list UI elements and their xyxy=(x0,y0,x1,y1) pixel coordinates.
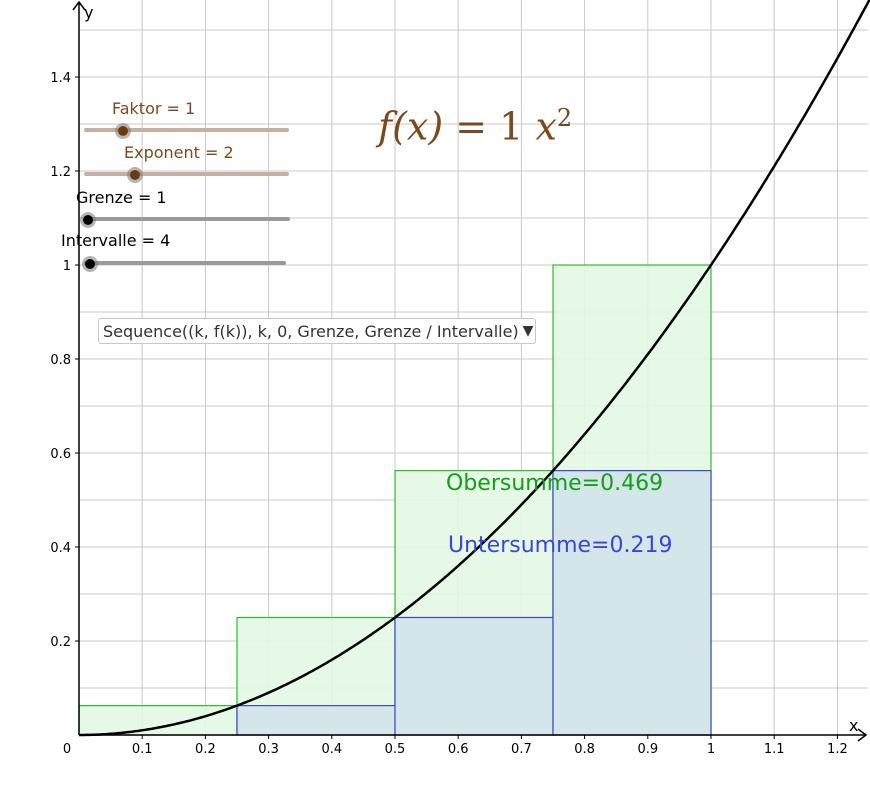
chevron-down-icon[interactable]: ▼ xyxy=(522,323,534,339)
y-tick-label: 0.4 xyxy=(50,541,71,556)
lower-sum-rectangles xyxy=(236,470,712,736)
faktor-slider-label: Faktor = 1 xyxy=(112,99,196,118)
grenze-slider-track[interactable] xyxy=(84,217,290,221)
exponent-slider-label: Exponent = 2 xyxy=(124,143,234,162)
y-axis-label: y xyxy=(84,3,93,22)
x-tick-label: 1 xyxy=(707,742,715,757)
intervalle-slider-track[interactable] xyxy=(84,261,286,265)
x-tick-label: 0.7 xyxy=(511,742,532,757)
y-tick-label: 1 xyxy=(63,259,71,274)
function-formula: f(x) = 1 x2 xyxy=(378,104,572,149)
faktor-slider-handle[interactable] xyxy=(115,123,131,139)
obersumme-label: Obersumme=0.469 xyxy=(446,471,664,496)
y-tick-label: 1.2 xyxy=(50,165,71,180)
grenze-slider-handle[interactable] xyxy=(80,212,96,228)
x-tick-label: 1.1 xyxy=(764,742,785,757)
x-tick-label: 0.8 xyxy=(574,742,595,757)
y-axis-arrow-icon xyxy=(72,0,86,11)
x-tick-label: 0.6 xyxy=(448,742,469,757)
formula-variable: x xyxy=(535,104,557,149)
x-tick-label: 0 xyxy=(63,742,71,757)
sequence-dropdown[interactable]: Sequence((k, f(k)), k, 0, Grenze, Grenze… xyxy=(98,318,537,344)
exponent-slider-handle[interactable] xyxy=(127,167,143,183)
upper-sum-rectangle xyxy=(78,705,238,736)
x-axis-arrow-icon xyxy=(857,728,868,742)
y-tick-label: 0.2 xyxy=(50,635,71,650)
untersumme-label: Untersumme=0.219 xyxy=(448,533,673,558)
intervalle-slider-label: Intervalle = 4 xyxy=(61,231,171,250)
x-tick-label: 0.2 xyxy=(195,742,216,757)
y-tick-label: 0.8 xyxy=(50,353,71,368)
function-curve[interactable] xyxy=(79,0,870,737)
x-tick-label: 0.9 xyxy=(637,742,658,757)
lower-sum-rectangle xyxy=(236,705,396,736)
axes xyxy=(72,0,868,742)
formula-coefficient: 1 xyxy=(499,104,524,149)
x-tick-label: 0.3 xyxy=(258,742,279,757)
lower-sum-rectangle xyxy=(394,616,554,736)
sequence-dropdown-value: Sequence((k, f(k)), k, 0, Grenze, Grenze… xyxy=(103,321,519,341)
formula-exponent: 2 xyxy=(556,104,573,132)
formula-lhs: f(x) = xyxy=(378,104,500,149)
y-tick-label: 1.4 xyxy=(50,71,71,86)
x-axis-label: x xyxy=(849,716,858,735)
x-tick-label: 0.4 xyxy=(321,742,342,757)
tick-labels: 0 0.1 0.2 0.3 0.4 0.5 0.6 0.7 0.8 0.9 1 1.1 1.2 0.2 0.… xyxy=(50,71,847,757)
x-tick-label: 0.5 xyxy=(385,742,406,757)
x-tick-label: 1.2 xyxy=(827,742,848,757)
faktor-slider-track[interactable] xyxy=(84,128,289,132)
grenze-slider-label: Grenze = 1 xyxy=(76,188,167,207)
exponent-slider-track[interactable] xyxy=(84,172,289,176)
y-tick-label: 0.6 xyxy=(50,447,71,462)
x-tick-label: 0.1 xyxy=(132,742,153,757)
intervalle-slider-handle[interactable] xyxy=(82,256,98,272)
lower-sum-rectangle xyxy=(552,470,712,736)
